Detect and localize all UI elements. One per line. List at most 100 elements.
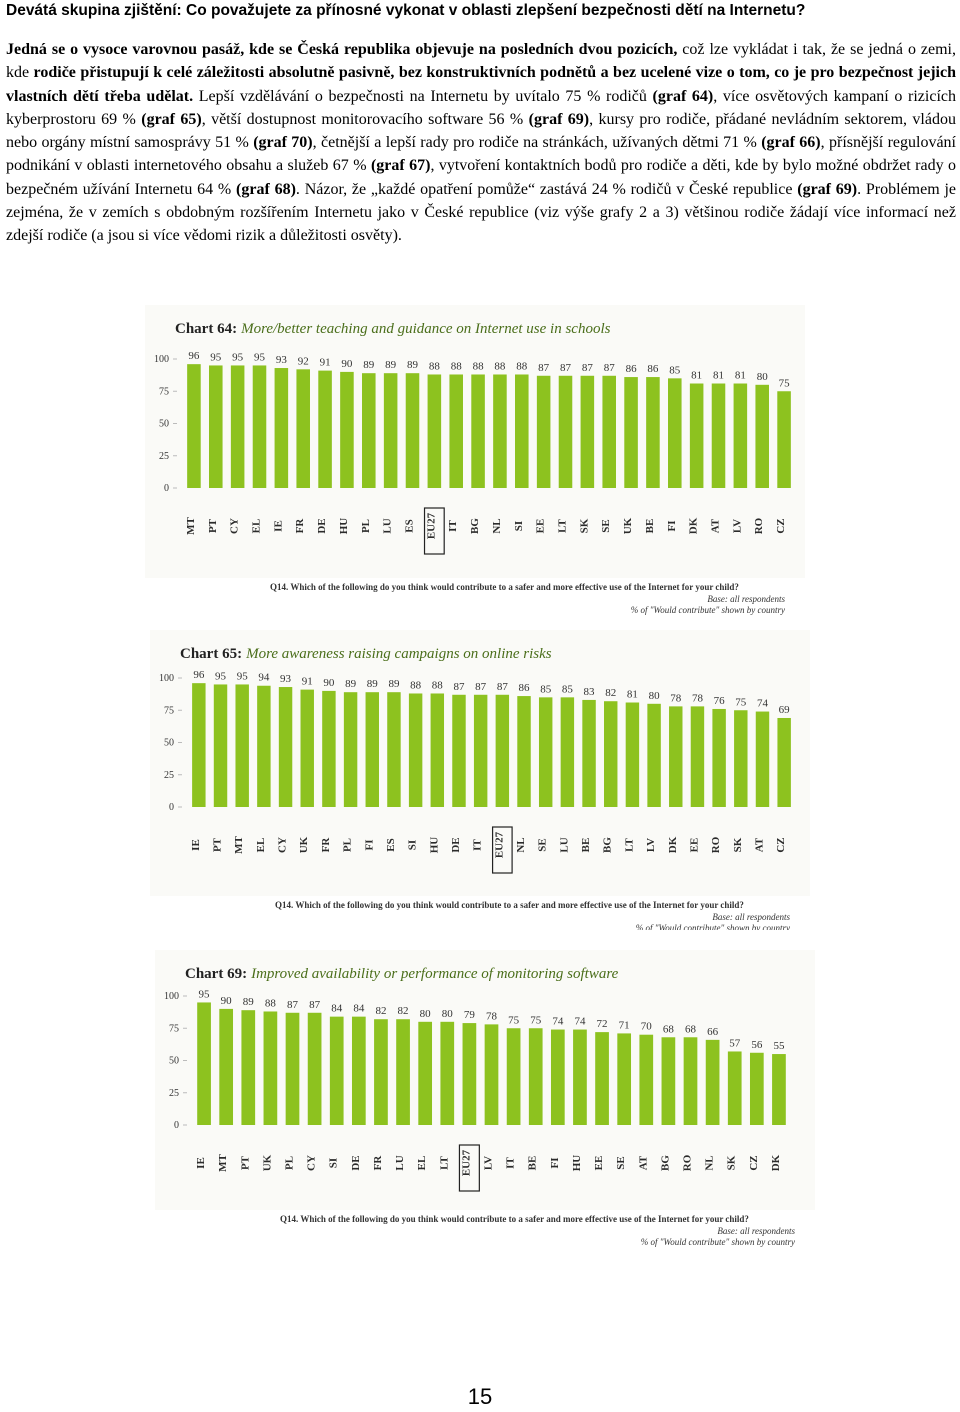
x-tick-label: BE bbox=[527, 1156, 539, 1171]
y-tick-label: 0 bbox=[164, 483, 169, 494]
value-label: 88 bbox=[432, 679, 444, 691]
x-tick-label: FR bbox=[320, 837, 332, 853]
value-label: 81 bbox=[627, 689, 638, 701]
bar bbox=[705, 1039, 720, 1125]
y-tick-label: 100 bbox=[159, 673, 174, 684]
bar bbox=[582, 699, 596, 807]
x-tick-label: HU bbox=[571, 1155, 583, 1172]
value-label: 89 bbox=[345, 678, 357, 690]
base-note: Base: all respondents bbox=[707, 594, 785, 604]
bar bbox=[595, 1032, 609, 1125]
x-tick-label: AT bbox=[637, 1155, 649, 1170]
value-label: 72 bbox=[597, 1018, 608, 1030]
bar bbox=[777, 717, 791, 807]
x-tick-label: MT bbox=[185, 516, 197, 534]
value-label: 88 bbox=[410, 679, 422, 691]
value-label: 88 bbox=[451, 360, 463, 372]
bar bbox=[733, 383, 748, 488]
bar bbox=[755, 711, 770, 807]
chart-title-label: Chart 64: bbox=[175, 321, 237, 337]
bar bbox=[449, 374, 463, 488]
value-label: 80 bbox=[420, 1008, 432, 1020]
value-label: 95 bbox=[215, 670, 227, 682]
value-label: 69 bbox=[779, 704, 791, 716]
text-run: , vytvoření kontaktních bodů pro rodiče … bbox=[6, 157, 957, 198]
share-note: % of "Would contribute" shown by country bbox=[641, 1237, 795, 1247]
bar bbox=[340, 371, 354, 488]
x-tick-label: SI bbox=[328, 1158, 340, 1168]
value-label: 75 bbox=[508, 1014, 519, 1026]
value-label: 85 bbox=[669, 364, 681, 376]
bar bbox=[274, 368, 289, 488]
value-label: 89 bbox=[385, 359, 397, 371]
bar bbox=[495, 694, 510, 807]
bar bbox=[668, 378, 682, 488]
value-label: 95 bbox=[237, 670, 249, 682]
value-label: 82 bbox=[375, 1005, 386, 1017]
x-tick-label: EL bbox=[416, 1156, 428, 1171]
y-tick-label: 25 bbox=[169, 1088, 179, 1099]
bar bbox=[405, 373, 420, 488]
value-label: 92 bbox=[298, 355, 309, 367]
value-label: 88 bbox=[516, 360, 528, 372]
value-label: 85 bbox=[540, 683, 552, 695]
x-tick-label: DK bbox=[667, 836, 679, 853]
bar bbox=[418, 1021, 433, 1125]
value-label: 87 bbox=[604, 362, 616, 374]
text-run: Lepší vzdělávání o bezpečnosti na Intern… bbox=[193, 87, 653, 105]
x-tick-label: SE bbox=[600, 519, 612, 532]
x-tick-label: BG bbox=[659, 1155, 671, 1171]
x-tick-label: ES bbox=[385, 838, 397, 851]
y-tick-label: 75 bbox=[159, 386, 169, 397]
highlight-box bbox=[458, 1144, 480, 1192]
bar bbox=[734, 710, 748, 807]
y-tick-label: 50 bbox=[164, 738, 174, 749]
text-run: (graf 64) bbox=[652, 87, 714, 105]
bar bbox=[440, 1021, 455, 1125]
bar bbox=[646, 377, 660, 488]
value-label: 93 bbox=[276, 354, 288, 366]
bar bbox=[278, 687, 293, 807]
x-tick-label: EU27 bbox=[460, 1149, 472, 1176]
x-tick-label: EU27 bbox=[425, 512, 437, 539]
value-label: 91 bbox=[302, 676, 313, 688]
bar bbox=[689, 383, 704, 488]
x-tick-label: BG bbox=[602, 837, 614, 853]
y-tick-label: 25 bbox=[159, 451, 169, 462]
x-tick-label: UK bbox=[298, 836, 310, 853]
bar bbox=[383, 373, 398, 488]
text-run: (graf 68) bbox=[236, 180, 296, 198]
x-tick-label: IT bbox=[505, 1157, 517, 1169]
x-tick-label: DK bbox=[770, 1154, 782, 1171]
chart-title: Chart 64: More/better teaching and guidan… bbox=[175, 321, 611, 337]
x-tick-label: CY bbox=[306, 1155, 318, 1171]
x-tick-label: CZ bbox=[775, 518, 787, 533]
y-tick-label: 50 bbox=[159, 419, 169, 430]
chart: Chart 65: More awareness raising campaign… bbox=[150, 630, 810, 930]
value-label: 81 bbox=[691, 370, 702, 382]
text-run: (graf 69) bbox=[528, 110, 590, 128]
bar bbox=[604, 701, 618, 807]
bar bbox=[602, 375, 616, 488]
value-label: 89 bbox=[243, 996, 255, 1008]
text-run: , četnější a lepší rady pro rodiče na st… bbox=[312, 134, 762, 152]
bar bbox=[241, 1010, 256, 1125]
y-tick-label: 100 bbox=[154, 354, 169, 365]
value-label: 82 bbox=[605, 687, 616, 699]
value-label: 88 bbox=[473, 360, 485, 372]
bar bbox=[573, 1029, 587, 1125]
page-number: 15 bbox=[467, 1384, 493, 1409]
bar bbox=[625, 702, 640, 807]
x-tick-label: SK bbox=[578, 518, 590, 533]
bar bbox=[257, 685, 271, 807]
value-label: 81 bbox=[735, 370, 746, 382]
x-tick-label: LU bbox=[382, 518, 394, 533]
x-tick-label: SE bbox=[615, 1156, 627, 1169]
value-label: 87 bbox=[475, 681, 487, 693]
chart-title-label: Chart 65: bbox=[180, 646, 242, 662]
bar bbox=[318, 370, 332, 488]
value-label: 68 bbox=[663, 1023, 675, 1035]
bar bbox=[473, 694, 488, 807]
x-tick-label: FR bbox=[372, 1155, 384, 1171]
